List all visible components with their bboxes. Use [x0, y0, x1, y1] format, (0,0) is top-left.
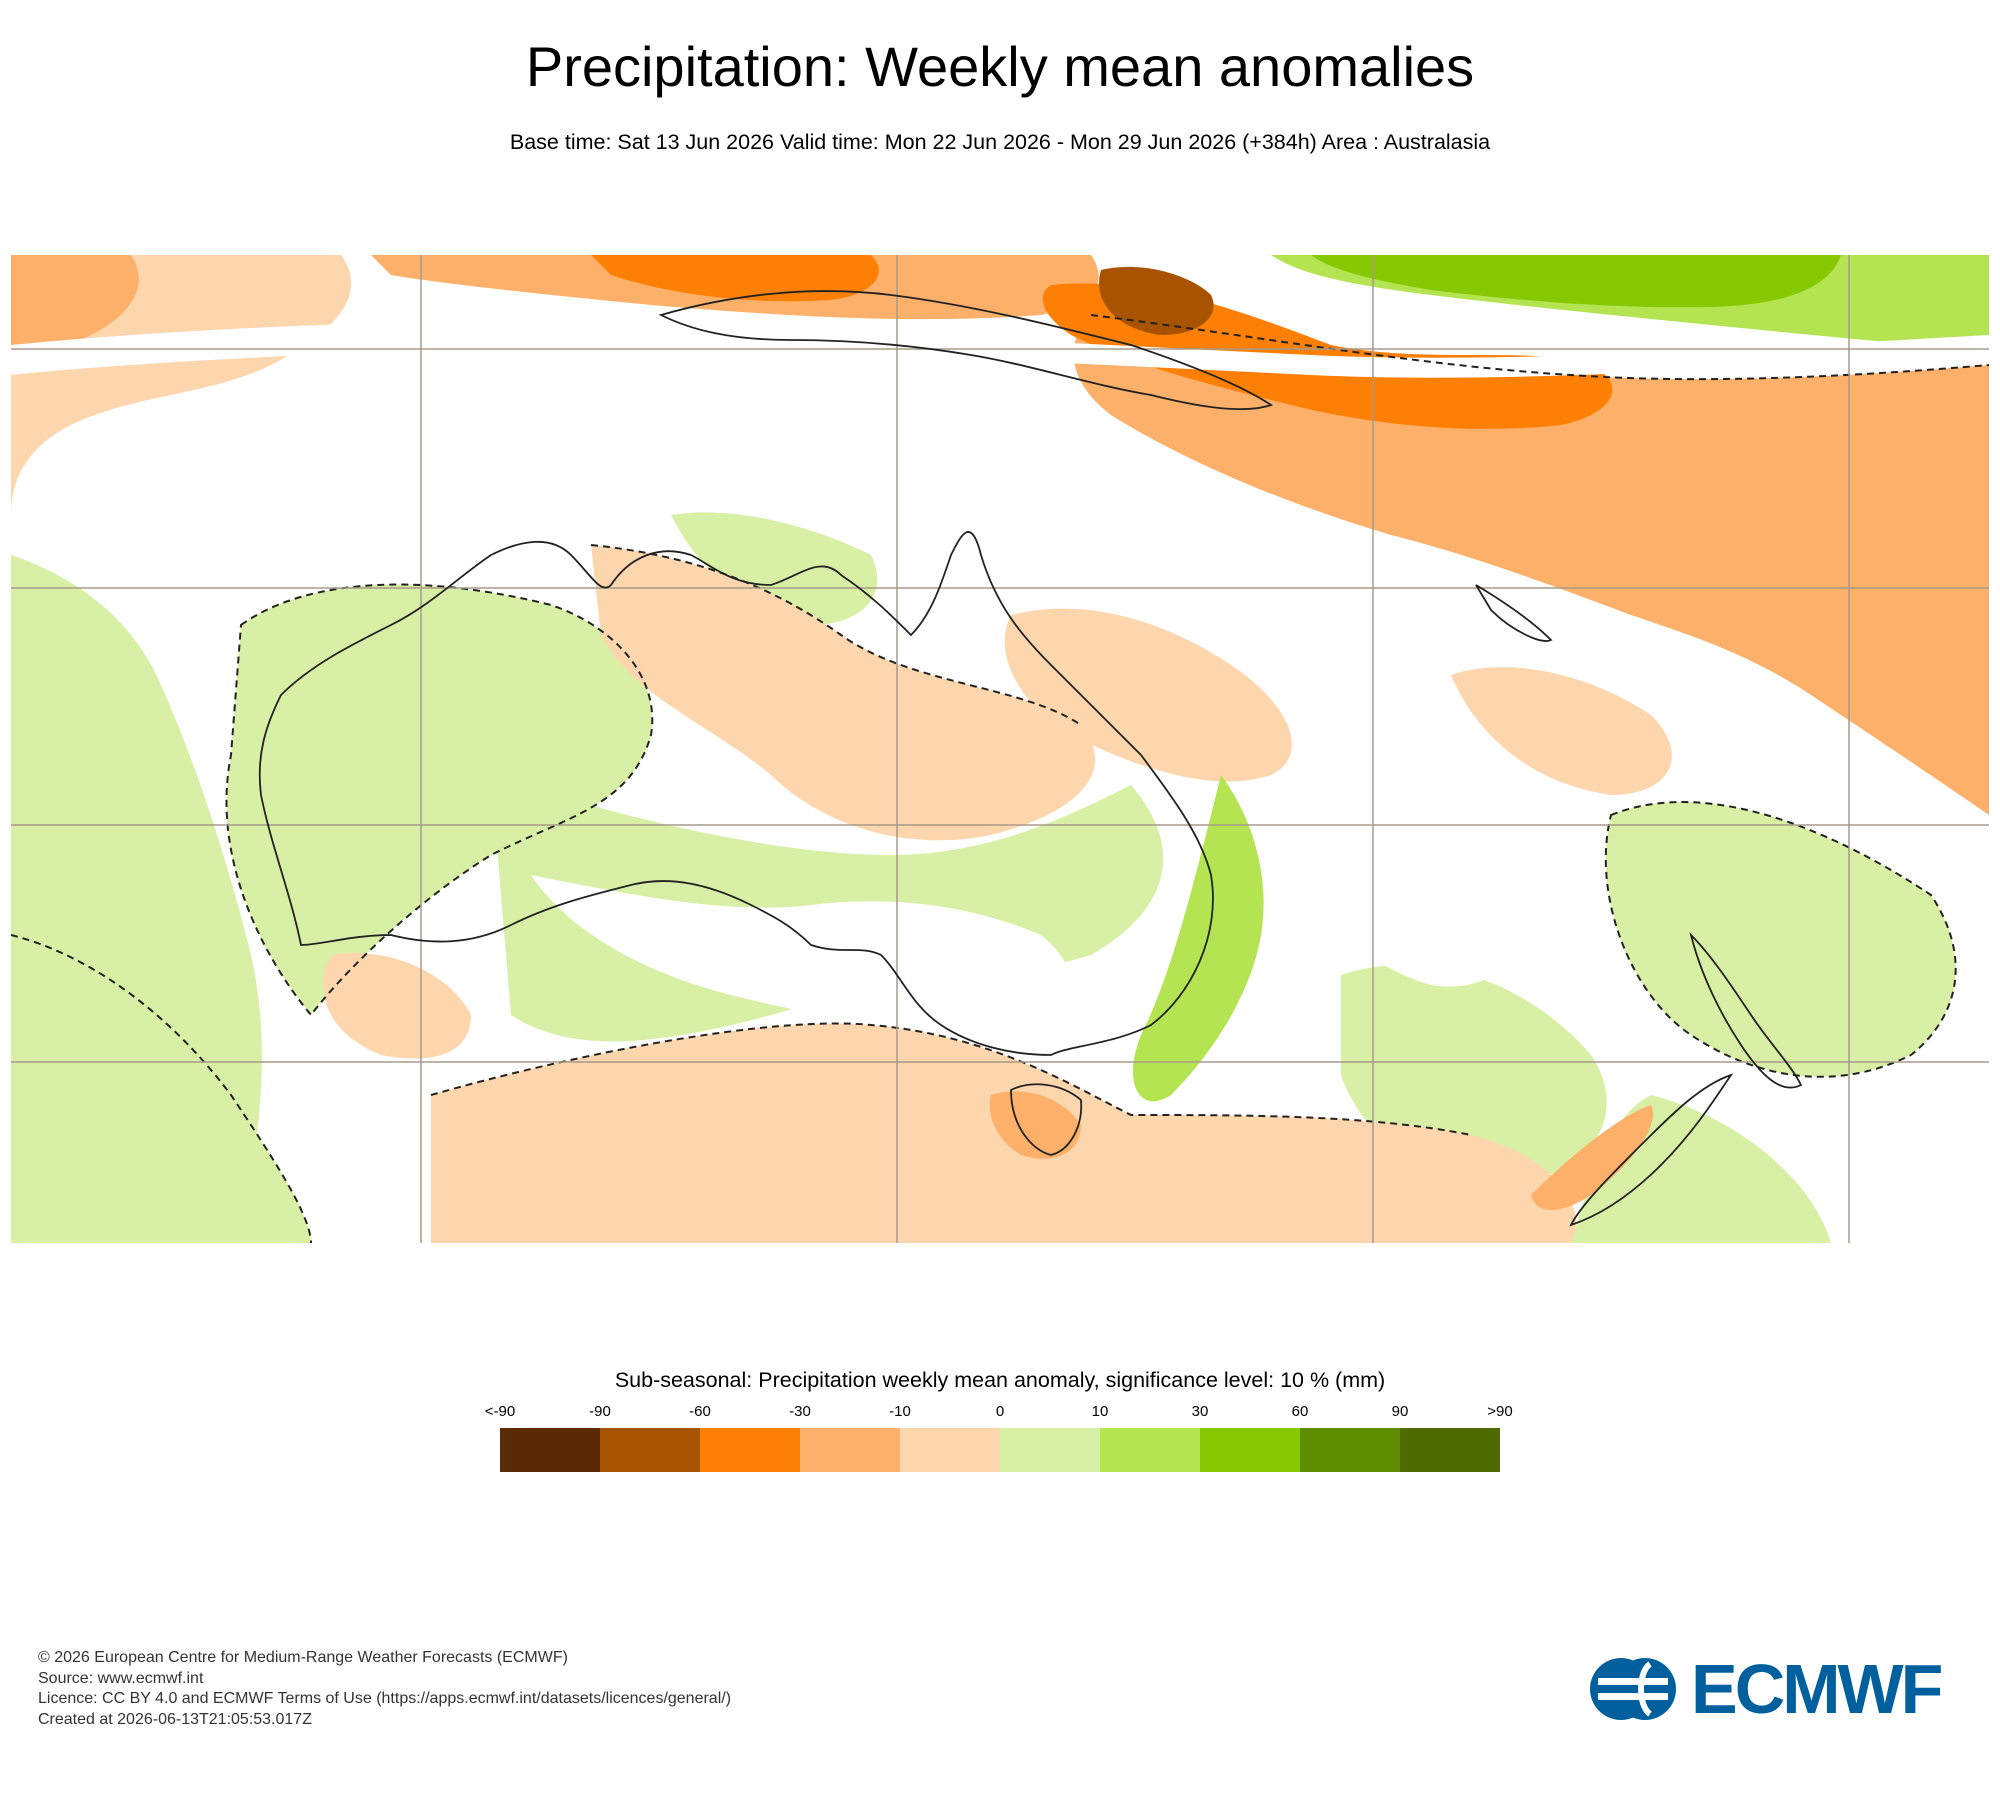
- australia-coastline: [258, 531, 1214, 1056]
- contour-f: [11, 934, 312, 1243]
- nz-north-coastline: [1689, 932, 1803, 1089]
- north-strip-strong: [591, 255, 879, 302]
- legend-swatch: [1000, 1428, 1100, 1472]
- footer-credits: © 2026 European Centre for Medium-Range …: [38, 1648, 731, 1730]
- north-australia-peach: [591, 545, 1096, 841]
- nz-west-orange: [1531, 1105, 1653, 1210]
- copyright-line: © 2026 European Centre for Medium-Range …: [38, 1649, 568, 1666]
- legend-swatch: [700, 1428, 800, 1472]
- licence-line: Licence: CC BY 4.0 and ECMWF Terms of Us…: [38, 1690, 732, 1707]
- legend-label: >90: [1487, 1403, 1513, 1420]
- map-svg: [11, 255, 1989, 1243]
- north-png-green: [671, 512, 878, 625]
- ecmwf-logo-mark-icon: [1590, 1658, 1676, 1720]
- legend-label: -90: [589, 1403, 611, 1420]
- pacific-bright-green: [1311, 255, 1841, 308]
- ecmwf-logo-text: ECMWF: [1691, 1650, 1943, 1728]
- west-lower-green: [11, 935, 311, 1243]
- source-line: Source: www.ecmwf.int: [38, 1669, 204, 1687]
- significance-contours: [11, 314, 1989, 1243]
- east-coast-green: [1132, 775, 1264, 1102]
- legend-swatch: [800, 1428, 900, 1472]
- north-interior-green: [226, 584, 653, 1015]
- legend-labels: <-90 -90 -60 -30 -10 0 10 30 60 90 >90: [0, 1403, 2000, 1423]
- positive-30-60-regions: [1311, 255, 1841, 308]
- created-line: Created at 2026-06-13T21:05:53.017Z: [38, 1710, 312, 1728]
- legend-swatch: [1200, 1428, 1300, 1472]
- white-central: [531, 875, 1070, 1028]
- bight-peach: [323, 953, 471, 1059]
- tasman-green: [1605, 802, 1956, 1077]
- coastlines: [258, 290, 1803, 1227]
- legend-label: 10: [1091, 1403, 1109, 1420]
- contour-d: [1604, 801, 1957, 1078]
- new-guinea-coastline: [658, 290, 1274, 410]
- contour-c: [430, 1022, 1472, 1136]
- legend-swatch: [1400, 1428, 1500, 1472]
- legend-label: -30: [789, 1403, 811, 1420]
- legend-swatch: [900, 1428, 1000, 1472]
- contour-a: [225, 583, 654, 1017]
- legend-swatch: [1100, 1428, 1200, 1472]
- legend-label: 30: [1191, 1403, 1209, 1420]
- negative-60-90-regions: [1099, 266, 1214, 335]
- east-peach-a: [1451, 667, 1672, 795]
- legend-title: Sub-seasonal: Precipitation weekly mean …: [614, 1368, 1386, 1392]
- coral-sea-peach: [1004, 608, 1292, 782]
- graticule: [11, 255, 1989, 1243]
- legend-swatch: [500, 1428, 600, 1472]
- tasmania-coastline: [1010, 1083, 1083, 1156]
- legend-colorbar: [500, 1428, 1500, 1472]
- pacific-orange-belt: [1073, 315, 1989, 815]
- legend-label: 90: [1391, 1403, 1409, 1420]
- legend-label: 60: [1291, 1403, 1309, 1420]
- nz-south-coastline: [1569, 1073, 1734, 1227]
- legend-label: 0: [995, 1403, 1005, 1420]
- contour-e: [590, 544, 1082, 726]
- chart-subtitle: Base time: Sat 13 Jun 2026 Valid time: M…: [509, 130, 1491, 154]
- ecmwf-logo[interactable]: ECMWF: [1588, 1652, 1963, 1726]
- legend-swatch: [1300, 1428, 1400, 1472]
- anomaly-map: [11, 255, 1989, 1243]
- legend-swatch: [600, 1428, 700, 1472]
- new-caledonia-coastline: [1475, 584, 1553, 642]
- legend-label: -10: [889, 1403, 911, 1420]
- png-brown: [1099, 266, 1214, 335]
- legend-label: <-90: [484, 1403, 516, 1420]
- chart-title: Precipitation: Weekly mean anomalies: [525, 35, 1475, 98]
- contour-b: [1090, 314, 1989, 381]
- legend-label: -60: [689, 1403, 711, 1420]
- white-tasman: [1281, 829, 1517, 987]
